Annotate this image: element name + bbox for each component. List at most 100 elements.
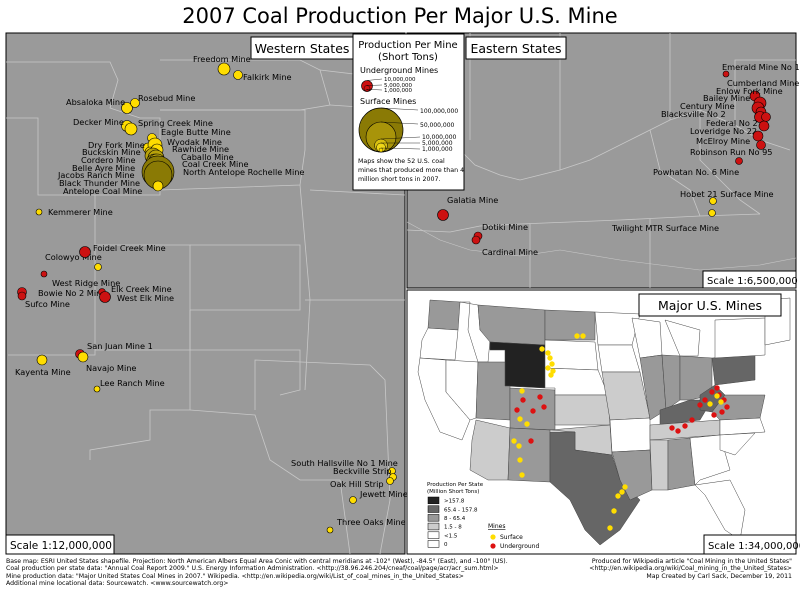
robinson-run-no-95-label: Robinson Run No 95 <box>690 147 773 157</box>
federal-no-2-label: Federal No 2 <box>706 118 758 128</box>
eagle-butte-mine-label: Eagle Butte Mine <box>161 127 231 137</box>
national-mine-dot <box>517 457 523 463</box>
dry-fork-mine-label: Dry Fork Mine <box>88 140 145 150</box>
state-az <box>469 419 511 481</box>
national-mine-dot <box>519 472 525 478</box>
western-scale-box <box>5 534 115 555</box>
national-mine-dot <box>682 423 688 429</box>
legend-underground-title: Underground Mines <box>360 66 438 75</box>
national-mine-dot <box>719 409 725 415</box>
national-mine-dot <box>547 355 553 361</box>
legend-surf-value-2: 50,000,000 <box>420 122 455 129</box>
national-mine-dot <box>711 412 717 418</box>
state-nc <box>719 417 766 436</box>
national-mine-dot <box>520 397 526 403</box>
state-class-label-3: 1.5 - 8 <box>444 525 462 531</box>
state-class-swatch-1 <box>427 505 440 513</box>
caballo-mine-label: Caballo Mine <box>181 152 234 162</box>
western-panel: Western States Scale 1:12,000,000 Freedo… <box>5 32 408 555</box>
beckville-strip-label: Beckville Strip <box>333 466 391 476</box>
legend-surface-title: Surface Mines <box>360 97 416 106</box>
federal-no-2-marker <box>761 112 771 122</box>
national-mine-dot <box>615 493 621 499</box>
eastern-scale-box <box>702 270 797 289</box>
san-juan-mine-1-label: San Juan Mine 1 <box>87 341 153 351</box>
national-mine-dot <box>714 385 720 391</box>
state-class-swatch-5 <box>427 540 440 548</box>
state-ar <box>609 417 651 453</box>
national-mine-dot <box>714 393 720 399</box>
footer-attribution: Produced for Wikipedia article "Coal Min… <box>492 558 792 580</box>
national-mine-dot <box>607 525 613 531</box>
state-nd <box>544 309 596 341</box>
western-state-borders <box>6 59 406 555</box>
state-pa <box>711 354 756 386</box>
black-thunder-mine-label: Black Thunder Mine <box>59 178 140 188</box>
footer-line: Base map: ESRI United States shapefile. … <box>6 558 508 565</box>
legend-title: Production Per Mine <box>358 40 457 51</box>
jacobs-ranch-mine-label: Jacobs Ranch Mine <box>57 170 135 180</box>
eastern-scale: Scale 1:6,500,000 <box>707 276 798 287</box>
state-class-label-0: >157.8 <box>444 499 465 505</box>
powhatan-no-6-mine-label: Powhatan No. 6 Mine <box>653 167 739 177</box>
dotiki-mine-label: Dotiki Mine <box>482 222 528 232</box>
national-mine-dot <box>511 438 517 444</box>
national-mine-dot <box>707 401 713 407</box>
national-mine-dots <box>511 333 730 531</box>
mines-legend-underground-dot <box>490 543 496 549</box>
west-elk-mine-label: West Elk Mine <box>117 293 174 303</box>
state-class-label-1: 65.4 - 157.8 <box>444 507 478 513</box>
colowyo-mine-label: Colowyo Mine <box>45 252 102 262</box>
footer-line: Map Created by Carl Sack, December 19, 2… <box>646 572 792 580</box>
bowie-no-2-mine-label: Bowie No 2 Mine <box>38 288 106 298</box>
antelope-coal-mine-label: Antelope Coal Mine <box>63 186 142 196</box>
sufco-mine-label: Sufco Mine <box>25 299 70 309</box>
galatia-mine-marker <box>437 209 449 221</box>
wyodak-mine-label: Wyodak Mine <box>167 137 222 147</box>
mines-legend-title: Mines <box>488 523 505 530</box>
western-scale: Scale 1:12,000,000 <box>10 540 112 552</box>
hobet-21-surface-mine-label: Hobet 21 Surface Mine <box>680 189 774 199</box>
footer-line: Produced for Wikipedia article "Coal Min… <box>591 558 792 565</box>
elk-creek-mine-label: Elk Creek Mine <box>111 284 172 294</box>
national-mine-dot <box>622 484 628 490</box>
footer-line: Additional mine locational data: Sourcew… <box>6 580 229 588</box>
falkirk-mine-marker <box>233 70 243 80</box>
footer-line: Mine production data: "Major United Stat… <box>6 572 464 580</box>
jewett-mine-marker <box>349 496 357 504</box>
enlow-fork-mine-label: Enlow Fork Mine <box>716 86 783 96</box>
buckskin-mine-label: Buckskin Mine <box>82 147 141 157</box>
kemmerer-mine-label: Kemmerer Mine <box>48 207 113 217</box>
national-mine-dot <box>530 408 536 414</box>
twilight-mtr-surface-mine-label: Twilight MTR Surface Mine <box>611 223 719 233</box>
state-class-swatch-2 <box>427 514 440 522</box>
mines-legend-underground: Underground <box>500 543 539 550</box>
cardinal-mine-label: Cardinal Mine <box>482 247 538 257</box>
legend-subtitle: (Short Tons) <box>378 52 438 63</box>
mines-legend-surface: Surface <box>500 534 523 541</box>
national-mine-dot <box>709 389 715 395</box>
national-mine-dot <box>548 372 554 378</box>
state-class-label-2: 8 - 65.4 <box>444 516 466 522</box>
national-mine-dot <box>524 421 530 427</box>
national-mine-dot <box>528 438 534 444</box>
eastern-panel: Eastern States Scale 1:6,500,000 Emerald… <box>406 32 800 289</box>
cordero-mine-label: Cordero Mine <box>81 155 136 165</box>
national-mine-dot <box>541 404 547 410</box>
state-class-swatch-0 <box>427 496 440 505</box>
antelope-coal-mine-marker <box>152 180 164 192</box>
rosebud-mine-label: Rosebud Mine <box>138 93 195 103</box>
western-label: Western States <box>255 41 350 56</box>
kemmerer-mine-marker <box>35 208 43 216</box>
state-tx <box>549 431 641 546</box>
lee-ranch-mine-marker <box>93 385 101 393</box>
national-mine-dot <box>689 417 695 423</box>
falkirk-mine-label: Falkirk Mine <box>243 72 292 82</box>
north-antelope-rochelle-mine-label: North Antelope Rochelle Mine <box>183 167 304 177</box>
blacksville-no-2-label: Blacksville No 2 <box>661 109 726 119</box>
national-mine-dot <box>519 388 525 394</box>
state-class-swatch-4 <box>427 531 440 539</box>
legend-note-line-2: mines that produced more than 4 <box>358 167 464 174</box>
mcelroy-mine-marker <box>752 130 764 142</box>
decker-mine-label: Decker Mine <box>73 117 124 127</box>
